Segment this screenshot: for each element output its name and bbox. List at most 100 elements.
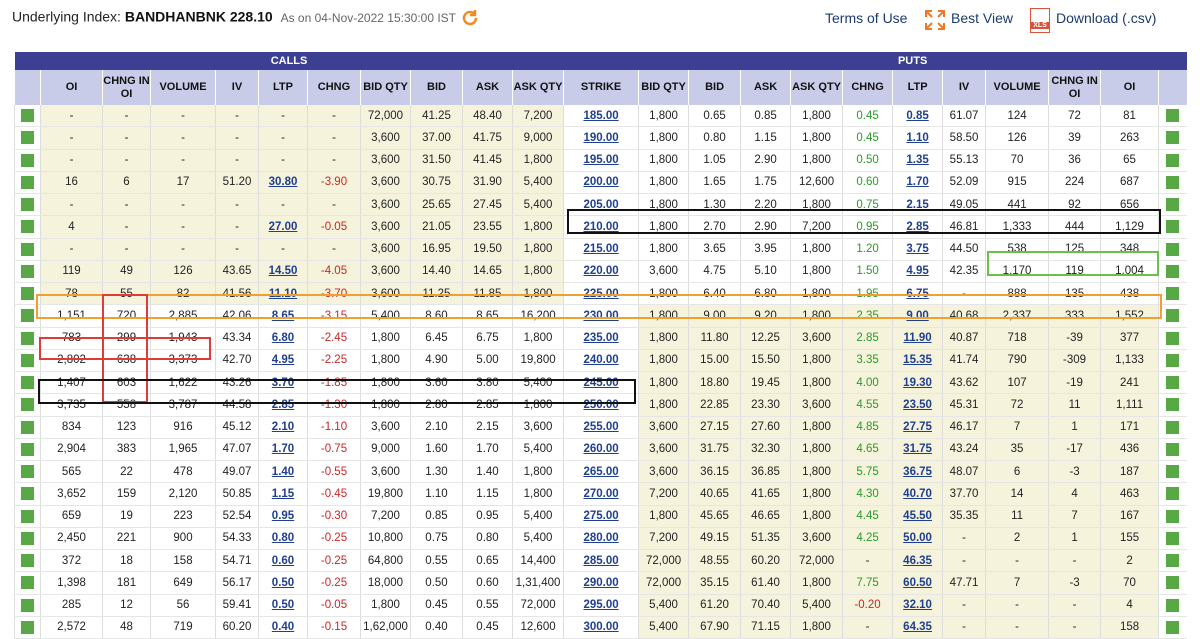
chart-icon[interactable] (21, 598, 34, 612)
chart-icon[interactable] (1166, 487, 1180, 501)
chart-icon[interactable] (21, 554, 34, 568)
chart-icon[interactable] (21, 309, 34, 323)
chart-icon[interactable] (21, 131, 34, 145)
chart-icon[interactable] (1166, 198, 1180, 212)
chart-icon[interactable] (21, 398, 34, 412)
cell[interactable]: 27.00 (258, 215, 308, 239)
cell[interactable]: 31.75 (892, 438, 943, 462)
best-view-link[interactable]: Best View (951, 10, 1013, 26)
cell[interactable]: 285.00 (563, 549, 639, 573)
cell[interactable]: 3.75 (892, 238, 943, 261)
cell[interactable]: 200.00 (563, 171, 639, 195)
terms-link[interactable]: Terms of Use (825, 10, 908, 26)
chart-icon[interactable] (21, 109, 34, 123)
cell[interactable]: 32.10 (892, 594, 943, 617)
cell[interactable]: 255.00 (563, 416, 639, 439)
cell[interactable]: 225.00 (563, 282, 639, 306)
cell[interactable]: 2.85 (892, 215, 943, 239)
chart-icon[interactable] (21, 331, 34, 345)
cell[interactable]: 50.00 (892, 527, 943, 551)
chart-icon[interactable] (1166, 109, 1180, 123)
chart-icon[interactable] (1166, 442, 1180, 456)
chart-icon[interactable] (21, 420, 34, 434)
cell[interactable]: 235.00 (563, 327, 639, 350)
cell[interactable]: 45.50 (892, 505, 943, 528)
chart-icon[interactable] (21, 287, 34, 301)
chart-icon[interactable] (1166, 554, 1180, 568)
cell[interactable]: 230.00 (563, 304, 639, 328)
cell[interactable]: 195.00 (563, 149, 639, 172)
chart-icon[interactable] (21, 198, 34, 212)
cell[interactable]: 40.70 (892, 482, 943, 506)
cell[interactable]: 1.10 (892, 126, 943, 150)
chart-icon[interactable] (1166, 309, 1180, 323)
refresh-icon[interactable] (460, 8, 480, 28)
cell[interactable]: 0.95 (258, 505, 308, 528)
cell[interactable]: 8.65 (258, 304, 308, 328)
cell[interactable]: 245.00 (563, 371, 639, 395)
cell[interactable]: 11.10 (258, 282, 308, 306)
chart-icon[interactable] (1166, 131, 1180, 145)
chart-icon[interactable] (1166, 287, 1180, 301)
cell[interactable]: 1.70 (258, 438, 308, 462)
cell[interactable]: 270.00 (563, 482, 639, 506)
cell[interactable]: 240.00 (563, 349, 639, 373)
cell[interactable]: 215.00 (563, 238, 639, 261)
cell[interactable]: 6.75 (892, 282, 943, 306)
cell[interactable]: 9.00 (892, 304, 943, 328)
chart-icon[interactable] (1166, 576, 1180, 590)
cell[interactable]: 0.40 (258, 616, 308, 639)
chart-icon[interactable] (1166, 620, 1180, 634)
cell[interactable]: 280.00 (563, 527, 639, 551)
chart-icon[interactable] (1166, 242, 1180, 256)
xls-icon[interactable]: XLS (1030, 8, 1050, 33)
chart-icon[interactable] (21, 442, 34, 456)
download-link[interactable]: Download (.csv) (1056, 10, 1157, 26)
cell[interactable]: 23.50 (892, 393, 943, 417)
cell[interactable]: 1.70 (892, 171, 943, 195)
chart-icon[interactable] (1166, 353, 1180, 367)
cell[interactable]: 0.60 (258, 549, 308, 573)
cell[interactable]: 2.15 (892, 193, 943, 217)
chart-icon[interactable] (1166, 175, 1180, 189)
chart-icon[interactable] (1166, 331, 1180, 345)
cell[interactable]: 30.80 (258, 171, 308, 195)
cell[interactable]: 0.50 (258, 571, 308, 595)
chart-icon[interactable] (1166, 465, 1180, 479)
cell[interactable]: 300.00 (563, 616, 639, 639)
cell[interactable]: 11.90 (892, 327, 943, 350)
chart-icon[interactable] (21, 353, 34, 367)
cell[interactable]: 2.85 (258, 393, 308, 417)
chart-icon[interactable] (1166, 398, 1180, 412)
chart-icon[interactable] (1166, 153, 1180, 167)
cell[interactable]: 290.00 (563, 571, 639, 595)
chart-icon[interactable] (21, 220, 34, 234)
cell[interactable]: 19.30 (892, 371, 943, 395)
cell[interactable]: 205.00 (563, 193, 639, 217)
cell[interactable]: 2.10 (258, 416, 308, 439)
chart-icon[interactable] (1166, 376, 1180, 390)
chart-icon[interactable] (1166, 509, 1180, 523)
chart-icon[interactable] (1166, 598, 1180, 612)
cell[interactable]: 15.35 (892, 349, 943, 373)
cell[interactable]: 4.95 (892, 260, 943, 284)
cell[interactable]: 1.40 (258, 460, 308, 484)
cell[interactable]: 27.75 (892, 416, 943, 439)
cell[interactable]: 275.00 (563, 505, 639, 528)
chart-icon[interactable] (1166, 531, 1180, 545)
chart-icon[interactable] (21, 509, 34, 523)
cell[interactable]: 46.35 (892, 549, 943, 573)
best-view-icon[interactable] (924, 9, 946, 31)
chart-icon[interactable] (21, 465, 34, 479)
chart-icon[interactable] (21, 242, 34, 256)
cell[interactable]: 36.75 (892, 460, 943, 484)
cell[interactable]: 210.00 (563, 215, 639, 239)
chart-icon[interactable] (21, 264, 34, 278)
cell[interactable]: 0.50 (258, 594, 308, 617)
cell[interactable]: 0.85 (892, 105, 943, 128)
cell[interactable]: 185.00 (563, 105, 639, 128)
chart-icon[interactable] (21, 620, 34, 634)
cell[interactable]: 6.80 (258, 327, 308, 350)
cell[interactable]: 60.50 (892, 571, 943, 595)
chart-icon[interactable] (21, 376, 34, 390)
